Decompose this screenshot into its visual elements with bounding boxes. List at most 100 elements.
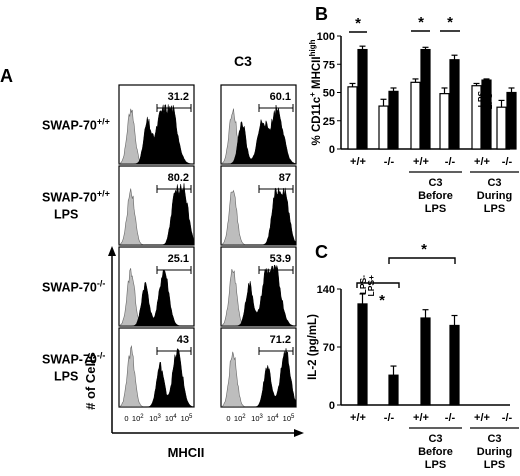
group-label-2-3: LPS xyxy=(484,459,505,471)
histogram-tick-c2-2: 103 xyxy=(251,414,263,423)
gate-percentage: 53.9 xyxy=(270,253,291,265)
bar-LPS--1 xyxy=(347,86,358,150)
histogram-r1-c2: 60.1 xyxy=(220,84,297,165)
gate-bracket xyxy=(258,266,294,274)
histogram-tick-c2-4: 105 xyxy=(283,414,295,423)
row-label-2-line2: LPS xyxy=(54,208,78,222)
gate-percentage: 60.1 xyxy=(270,91,291,103)
gate-percentage: 43 xyxy=(177,334,189,346)
y-tick-label: 75 xyxy=(323,59,335,71)
significance-star-2: * xyxy=(421,241,427,258)
y-tick-label: 100 xyxy=(317,31,335,43)
histogram-r2-c1: 80.2 xyxy=(118,165,195,246)
group-label-2-2: During xyxy=(477,446,512,458)
gate-bracket xyxy=(156,185,192,193)
histogram-r4-c1: 43 xyxy=(118,327,195,408)
bar-LPS+-2 xyxy=(388,90,399,150)
bar-LPS--2 xyxy=(378,105,389,150)
gate-percentage: 71.2 xyxy=(270,334,291,346)
panel-b: B 0 25 50 75 100% CD11c+ MHCIIhigh +/+ -/- +/+ -… xyxy=(308,4,519,215)
histogram-tick-c1-3: 104 xyxy=(165,414,177,423)
bar-LPS+-6 xyxy=(506,91,517,150)
group-label-1-2: Before xyxy=(418,446,453,458)
histogram-tick-c1-1: 102 xyxy=(132,414,144,423)
y-axis-label: IL-2 (pg/mL) xyxy=(307,314,319,380)
row-label-4: SWAP-70-/- xyxy=(42,351,105,367)
sample-histogram xyxy=(119,348,195,408)
histogram-x-ticks: 0 102 103 104 105 0 102 103 104 105 xyxy=(124,414,295,423)
sample-histogram xyxy=(221,348,297,408)
x-tick-label-5: +/+ xyxy=(474,412,490,424)
x-arrow-head xyxy=(294,429,304,437)
histogram-tick-c1-0: 0 xyxy=(124,414,128,423)
panel-b-label: B xyxy=(315,4,328,24)
histogram-r1-c1: 31.2 xyxy=(118,84,195,165)
y-tick-label: 50 xyxy=(323,88,335,100)
column-header-c3: C3 xyxy=(234,53,252,69)
gate-bracket xyxy=(258,104,294,112)
group-label-1-3: LPS xyxy=(425,459,446,471)
x-tick-label-3: +/+ xyxy=(413,412,429,424)
chart-b: 0 25 50 75 100% CD11c+ MHCIIhigh +/+ -/- +/+ -/-… xyxy=(308,14,519,215)
y-axis-label: % CD11c+ MHCIIhigh xyxy=(308,39,323,145)
histogram-r2-c2: 87 xyxy=(220,165,297,246)
bar-LPS+-1 xyxy=(357,48,368,150)
significance-star-3: * xyxy=(447,14,453,31)
x-tick-label-5: +/+ xyxy=(474,156,490,168)
x-tick-label-6: -/- xyxy=(502,412,513,424)
sample-histogram xyxy=(119,269,194,327)
histogram-r3-c1: 25.1 xyxy=(118,246,195,327)
y-tick-label: 140 xyxy=(317,284,335,296)
significance-line-2 xyxy=(388,257,456,264)
x-tick-label-4: -/- xyxy=(445,156,456,168)
panel-a-label: A xyxy=(0,66,13,86)
bar-LPS+-1 xyxy=(357,303,368,406)
histogram-r3-c2: 53.9 xyxy=(220,246,297,327)
panel-a-axes: # of Cells MHCII xyxy=(83,246,304,460)
bar-LPS+-4 xyxy=(449,59,460,150)
histogram-tick-c2-3: 104 xyxy=(267,414,279,423)
histogram-tick-c2-1: 102 xyxy=(234,414,246,423)
gate-bracket xyxy=(156,104,192,112)
legend-2: LPS+ xyxy=(484,88,494,110)
y-tick-label: 70 xyxy=(323,342,335,354)
significance-star-1: * xyxy=(379,292,385,309)
bar-LPS+-4 xyxy=(449,324,460,406)
significance-star-1: * xyxy=(355,15,361,32)
x-tick-label-2: -/- xyxy=(384,412,395,424)
x-tick-label-1: +/+ xyxy=(350,412,366,424)
y-tick-label: 0 xyxy=(329,144,335,156)
sample-histogram xyxy=(221,187,297,246)
histogram-tick-c1-4: 105 xyxy=(181,414,193,423)
group-label-1-1: C3 xyxy=(428,177,442,189)
group-label-2-3: LPS xyxy=(484,203,505,215)
bar-LPS--4 xyxy=(439,93,450,150)
gate-bracket xyxy=(156,266,192,274)
gate-percentage: 87 xyxy=(279,172,291,184)
x-tick-label-2: -/- xyxy=(384,156,395,168)
x-tick-label-3: +/+ xyxy=(413,156,429,168)
group-label-2-1: C3 xyxy=(487,433,501,445)
group-label-1-2: Before xyxy=(418,190,453,202)
group-label-2-2: During xyxy=(477,190,512,202)
x-tick-label-1: +/+ xyxy=(350,156,366,168)
sample-histogram xyxy=(221,104,297,165)
group-label-2-1: C3 xyxy=(487,177,501,189)
row-label-2: SWAP-70+/+ xyxy=(42,189,110,205)
gate-percentage: 80.2 xyxy=(168,172,189,184)
gate-bracket xyxy=(156,347,192,355)
panel-c-label: C xyxy=(315,242,328,262)
row-label-3: SWAP-70-/- xyxy=(42,279,105,295)
sample-histogram xyxy=(221,264,297,327)
bar-LPS--6 xyxy=(496,106,507,150)
bar-LPS+-2 xyxy=(388,374,399,406)
significance-line-1 xyxy=(356,282,400,288)
gate-percentage: 25.1 xyxy=(168,253,189,265)
y-tick-label: 25 xyxy=(323,116,335,128)
histogram-r4-c2: 71.2 xyxy=(220,327,297,408)
gate-percentage: 31.2 xyxy=(168,91,189,103)
panel-a: A C3 SWAP-70+/+SWAP-70+/+LPSSWAP-70-/-SW… xyxy=(0,53,304,460)
y-axis-label-cells: # of Cells xyxy=(83,352,98,410)
